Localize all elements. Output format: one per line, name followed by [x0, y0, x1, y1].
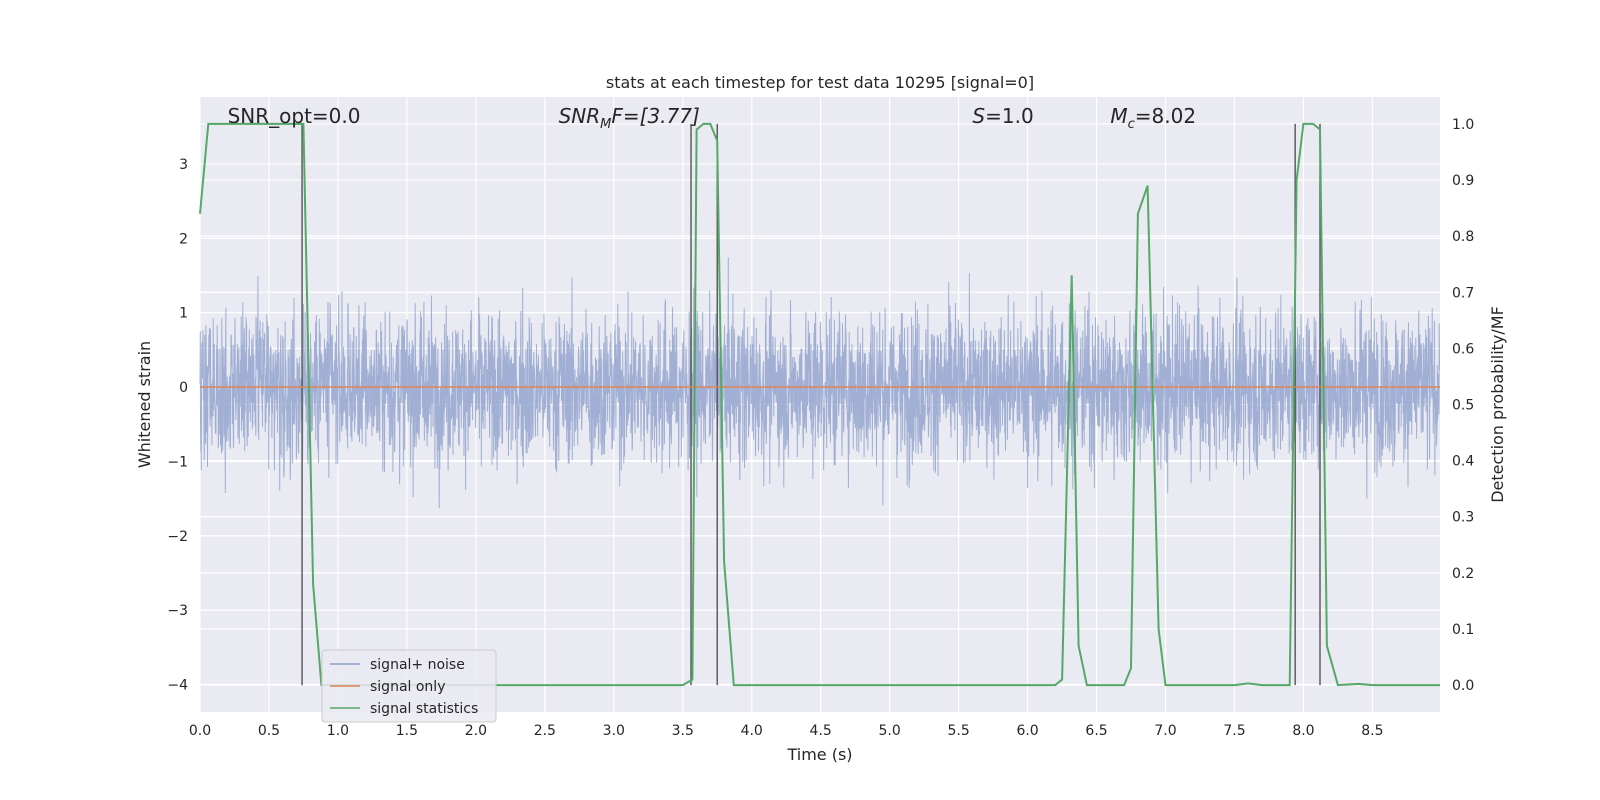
- y2-axis-ticks: 1.0 0.9 0.8 0.7 0.6 0.5 0.4 0.3 0.2 0.1 0.0: [1452, 117, 1474, 694]
- s-tail: =1.0: [985, 104, 1034, 128]
- snr-mf-f: F=[3.77]: [611, 104, 699, 128]
- legend-label-signal-only: signal only: [370, 679, 445, 695]
- y-tick-label: 2: [179, 231, 188, 247]
- legend-label-signal-statistics: signal statistics: [370, 701, 478, 717]
- y-tick-label: 1: [179, 306, 188, 322]
- y-tick-label: −4: [167, 677, 188, 693]
- y-axis-label: Whitened strain: [135, 341, 154, 468]
- snr-mf-annotation: SNRMF=[3.77]: [559, 104, 700, 132]
- x-tick-label: 4.0: [741, 723, 763, 739]
- y-tick-label: −2: [167, 529, 188, 545]
- x-tick-label: 6.5: [1085, 723, 1107, 739]
- s-main: S: [972, 104, 985, 128]
- legend: signal+ noise signal only signal statist…: [321, 649, 497, 723]
- s-annotation: S=1.0: [972, 104, 1033, 128]
- x-tick-label: 1.0: [327, 723, 349, 739]
- marker-lines: [301, 123, 1321, 686]
- y2-tick-label: 0.9: [1452, 173, 1474, 189]
- x-tick-label: 0.0: [189, 723, 211, 739]
- x-tick-label: 8.0: [1292, 723, 1314, 739]
- y-axis-ticks: 3 2 1 0 −1 −2 −3 −4: [167, 157, 188, 694]
- x-axis-label: Time (s): [786, 745, 852, 764]
- x-tick-label: 6.0: [1016, 723, 1038, 739]
- mc-sub: c: [1128, 117, 1135, 132]
- y2-tick-label: 1.0: [1452, 117, 1474, 133]
- x-tick-label: 7.0: [1154, 723, 1176, 739]
- y2-tick-label: 0.6: [1452, 341, 1474, 357]
- y-tick-label: 3: [179, 157, 188, 173]
- mc-main: M: [1110, 104, 1127, 128]
- x-tick-label: 8.5: [1361, 723, 1383, 739]
- x-tick-label: 3.5: [672, 723, 694, 739]
- y2-tick-label: 0.5: [1452, 398, 1474, 414]
- x-tick-label: 7.5: [1223, 723, 1245, 739]
- chart-title: stats at each timestep for test data 102…: [606, 73, 1034, 92]
- x-tick-label: 1.5: [396, 723, 418, 739]
- mc-tail: =8.02: [1135, 104, 1196, 128]
- signal-statistics-series: [199, 122, 1440, 687]
- mc-annotation: Mc=8.02: [1110, 104, 1196, 132]
- y-tick-label: −1: [167, 454, 188, 470]
- y2-axis-label: Detection probability/MF: [1488, 306, 1507, 503]
- legend-label-signal-noise: signal+ noise: [370, 657, 465, 673]
- x-tick-label: 5.0: [879, 723, 901, 739]
- snr-mf-main: SNR: [559, 104, 601, 128]
- x-tick-label: 0.5: [258, 723, 280, 739]
- x-tick-label: 3.0: [603, 723, 625, 739]
- x-tick-label: 4.5: [810, 723, 832, 739]
- y2-tick-label: 0.4: [1452, 454, 1474, 470]
- snr-mf-sub: M: [600, 117, 611, 132]
- y2-tick-label: 0.2: [1452, 566, 1474, 582]
- x-tick-label: 2.0: [465, 723, 487, 739]
- y-tick-label: −3: [167, 603, 188, 619]
- legend-box: [321, 649, 497, 723]
- x-tick-label: 5.5: [947, 723, 969, 739]
- snr-opt-annotation: SNR_opt=0.0: [228, 104, 361, 128]
- y2-tick-label: 0.8: [1452, 229, 1474, 245]
- x-axis-ticks: 0.0 0.5 1.0 1.5 2.0 2.5 3.0 3.5 4.0 4.5 5.0 5.5 6.0 6…: [189, 723, 1384, 739]
- y2-tick-label: 0.0: [1452, 678, 1474, 694]
- y2-tick-label: 0.1: [1452, 622, 1474, 638]
- y-tick-label: 0: [179, 380, 188, 396]
- y2-tick-label: 0.3: [1452, 510, 1474, 526]
- y2-tick-label: 0.7: [1452, 285, 1474, 301]
- x-tick-label: 2.5: [534, 723, 556, 739]
